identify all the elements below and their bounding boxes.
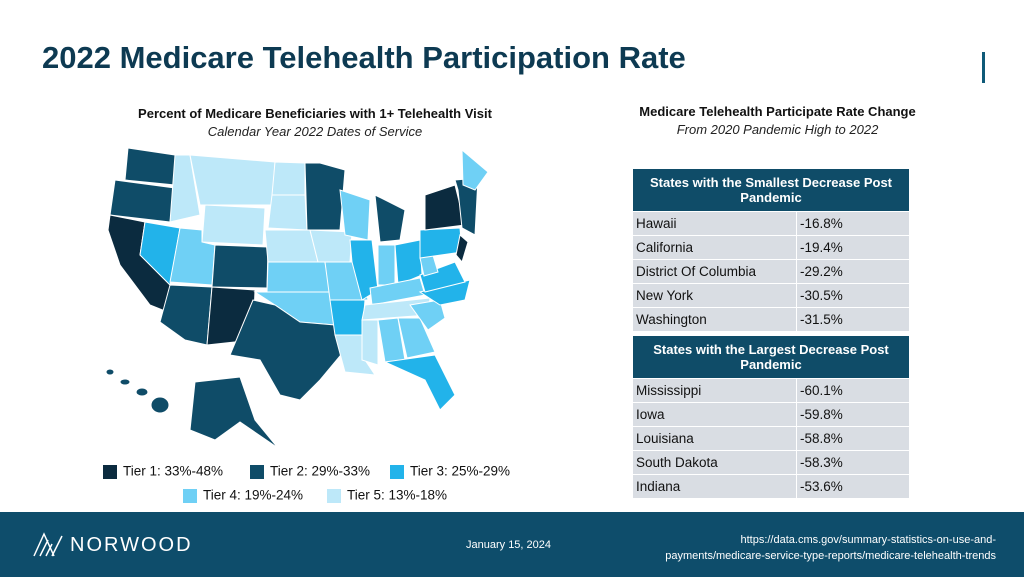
state	[361, 319, 379, 366]
state	[159, 284, 213, 346]
us-map: Tier 1: 33%-48% Tier 2: 29%-33% Tier 3: 25…	[103, 147, 510, 503]
table-row: Mississippi -60.1%	[632, 378, 910, 403]
table-row: Indiana -53.6%	[632, 474, 910, 499]
state-name: South Dakota	[632, 450, 797, 475]
state	[383, 354, 456, 411]
source-line: payments/medicare-service-type-reports/m…	[665, 550, 996, 562]
legend-swatch	[250, 465, 264, 479]
legend-label: Tier 3: 25%-29%	[410, 464, 510, 479]
state-name: Louisiana	[632, 426, 797, 451]
state	[334, 334, 377, 376]
table-row: Hawaii -16.8%	[632, 211, 910, 236]
map-subtitle: Calendar Year 2022 Dates of Service	[207, 124, 423, 139]
state-name: New York	[632, 283, 797, 308]
state	[105, 368, 115, 376]
state	[419, 261, 466, 293]
legend-label: Tier 1: 33%-48%	[123, 464, 223, 479]
state	[461, 148, 489, 191]
date: January 15, 2024	[466, 539, 552, 551]
rate-change: -19.4%	[796, 235, 910, 260]
rate-change: -31.5%	[796, 307, 910, 332]
state-name: Hawaii	[632, 211, 797, 236]
legend-label: Tier 5: 13%-18%	[347, 488, 447, 503]
state	[339, 189, 371, 241]
brand: NORWOOD	[70, 534, 193, 556]
state	[150, 396, 170, 414]
rate-change: -16.8%	[796, 211, 910, 236]
state	[229, 299, 346, 401]
table-header: States with the Smallest Decrease Post P…	[632, 168, 910, 212]
legend-swatch	[390, 465, 404, 479]
slide-title: 2022 Medicare Telehealth Participation R…	[42, 40, 686, 75]
rate-change: -29.2%	[796, 259, 910, 284]
legend-swatch	[103, 465, 117, 479]
state	[266, 261, 331, 293]
state-name: District Of Columbia	[632, 259, 797, 284]
legend-swatch	[327, 489, 341, 503]
state	[264, 229, 319, 263]
legend-swatch	[183, 489, 197, 503]
rate-change: -30.5%	[796, 283, 910, 308]
largest-decrease-table: States with the Largest Decrease Post Pa…	[632, 335, 910, 499]
header-row: States with the Smallest Decrease Post P…	[632, 168, 910, 212]
rate-change: -53.6%	[796, 474, 910, 499]
state	[124, 147, 176, 186]
state	[135, 387, 149, 397]
state	[119, 378, 131, 386]
state	[419, 227, 463, 259]
rate-change: -58.3%	[796, 450, 910, 475]
table-subtitle: From 2020 Pandemic High to 2022	[676, 122, 879, 137]
rate-change: -58.8%	[796, 426, 910, 451]
state	[349, 239, 379, 301]
state	[304, 162, 346, 231]
rate-change: -60.1%	[796, 378, 910, 403]
state	[377, 244, 396, 286]
table-row: District Of Columbia -29.2%	[632, 259, 910, 284]
state-name: Washington	[632, 307, 797, 332]
state	[374, 194, 406, 243]
state	[189, 376, 279, 449]
source-line: https://data.cms.gov/summary-statistics-…	[740, 534, 996, 546]
state	[189, 154, 276, 206]
state-name: Iowa	[632, 402, 797, 427]
smallest-decrease-table: States with the Smallest Decrease Post P…	[632, 168, 910, 332]
state	[201, 204, 266, 246]
rate-change: -59.8%	[796, 402, 910, 427]
state	[267, 194, 308, 231]
state	[455, 234, 469, 264]
state-name: Mississippi	[632, 378, 797, 403]
source: https://data.cms.gov/summary-statistics-…	[665, 532, 996, 564]
table-header: States with the Largest Decrease Post Pa…	[632, 335, 910, 379]
header-row: States with the Largest Decrease Post Pa…	[632, 335, 910, 379]
state	[211, 244, 269, 289]
accent-bar	[982, 52, 985, 83]
state	[109, 179, 176, 223]
table-row: Washington -31.5%	[632, 307, 910, 332]
legend-label: Tier 2: 29%-33%	[270, 464, 370, 479]
state-name: Indiana	[632, 474, 797, 499]
state	[271, 161, 306, 196]
map-title: Percent of Medicare Beneficiaries with 1…	[138, 106, 492, 121]
logo-icon	[33, 532, 63, 557]
footer: NORWOOD January 15, 2024 https://data.cm…	[0, 512, 1024, 577]
state	[409, 299, 446, 331]
state	[397, 317, 436, 359]
table-row: South Dakota -58.3%	[632, 450, 910, 475]
state	[329, 299, 366, 336]
table-row: Louisiana -58.8%	[632, 426, 910, 451]
table-row: New York -30.5%	[632, 283, 910, 308]
state-name: California	[632, 235, 797, 260]
legend-label: Tier 4: 19%-24%	[203, 488, 303, 503]
table-row: Iowa -59.8%	[632, 402, 910, 427]
table-row: California -19.4%	[632, 235, 910, 260]
table-title: Medicare Telehealth Participate Rate Cha…	[639, 104, 916, 119]
state	[169, 154, 201, 223]
